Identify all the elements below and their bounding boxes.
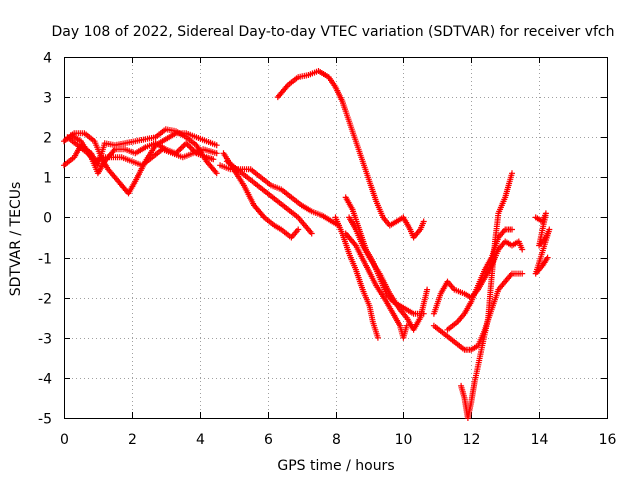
y-tick-label: 1	[43, 171, 52, 187]
x-tick-label: 8	[332, 432, 341, 448]
data-point	[210, 156, 217, 163]
data-point	[544, 254, 551, 261]
data-point	[308, 230, 315, 237]
x-tick-label: 10	[395, 432, 413, 448]
data-point	[519, 246, 526, 253]
data-point	[519, 270, 526, 277]
data-series	[342, 194, 427, 317]
y-tick-label: 0	[43, 211, 52, 227]
data-series	[342, 230, 410, 341]
chart-title: Day 108 of 2022, Sidereal Day-to-day VTE…	[51, 24, 614, 40]
data-series	[458, 170, 515, 421]
y-tick-label: -5	[38, 412, 52, 428]
data-point	[420, 218, 427, 225]
data-series	[332, 214, 381, 341]
x-axis-label: GPS time / hours	[277, 458, 394, 474]
y-tick-label: -4	[38, 372, 52, 388]
data-series	[67, 132, 217, 177]
x-tick-label: 0	[60, 432, 69, 448]
x-tick-label: 2	[128, 432, 137, 448]
x-tick-label: 16	[599, 432, 617, 448]
data-point	[295, 226, 302, 233]
y-tick-label: -3	[38, 332, 52, 348]
data-series	[223, 158, 315, 237]
x-tick-label: 12	[463, 432, 481, 448]
data-point	[213, 170, 220, 177]
data-point	[509, 226, 515, 233]
grid	[64, 57, 608, 419]
x-tick-label: 6	[264, 432, 273, 448]
x-tick-label: 14	[531, 432, 549, 448]
y-tick-label: -2	[38, 292, 52, 308]
x-tick-label: 4	[196, 432, 205, 448]
y-tick-label: -1	[38, 252, 52, 268]
data-point	[420, 310, 427, 317]
data-series	[274, 68, 427, 241]
axes	[64, 57, 608, 419]
data-point	[374, 334, 381, 341]
data-point	[509, 170, 515, 177]
y-tick-label: 3	[43, 91, 52, 107]
data-point	[213, 142, 220, 149]
data-point	[424, 286, 431, 293]
data-series	[217, 162, 342, 229]
data-point	[213, 150, 220, 157]
data-series	[532, 210, 553, 277]
y-tick-label: 4	[43, 51, 52, 67]
plot-frame	[64, 57, 608, 419]
y-axis-label: SDTVAR / TECUs	[8, 182, 24, 297]
y-tick-label: 2	[43, 131, 52, 147]
data-series	[220, 150, 302, 241]
data-points	[61, 68, 553, 421]
